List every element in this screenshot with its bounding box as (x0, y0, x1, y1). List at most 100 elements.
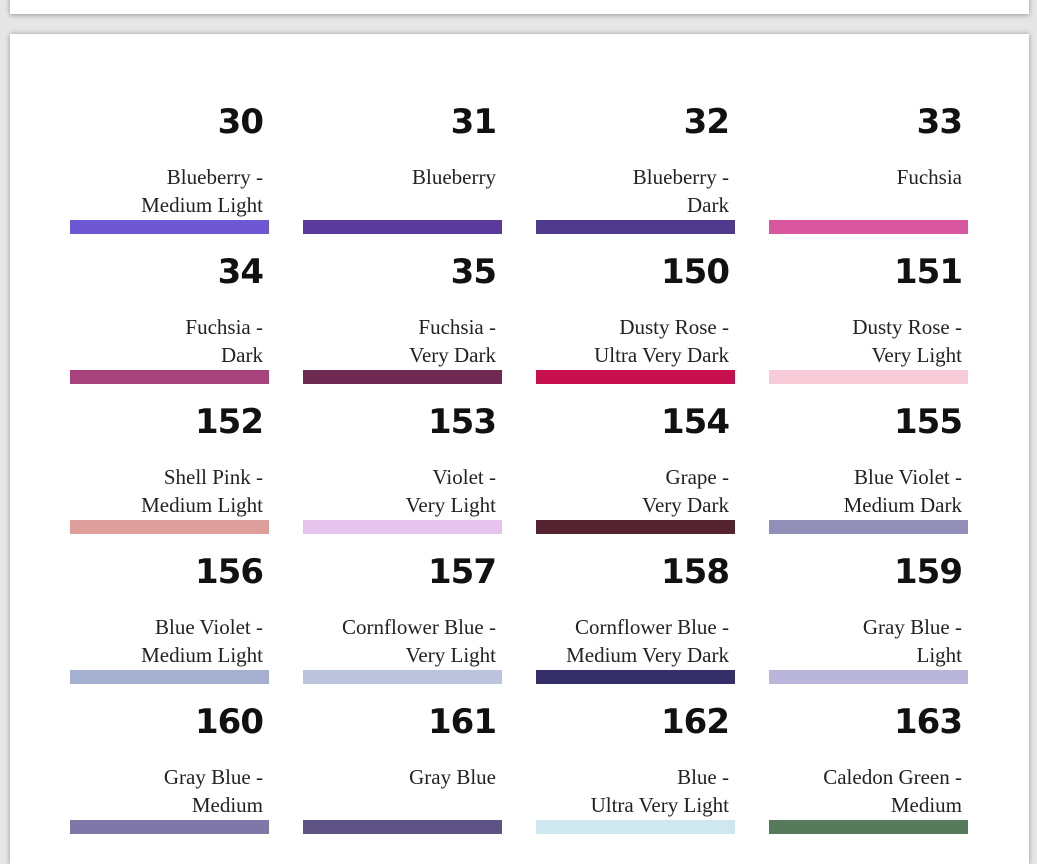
swatch-card: 162 Blue - Ultra Very Light (534, 702, 735, 856)
color-swatch (303, 670, 502, 684)
page: 30 Blueberry - Medium Light 31 Blueberry 32… (10, 34, 1029, 864)
swatch-name-line2: Ultra Very Light (590, 793, 729, 817)
swatch-name-line2: Ultra Very Dark (594, 343, 729, 367)
swatch-number: 162 (661, 702, 730, 742)
swatch-number: 160 (195, 702, 264, 742)
swatch-name: Blue Violet - Medium Dark (767, 463, 962, 519)
swatch-card: 157 Cornflower Blue - Very Light (301, 552, 502, 706)
swatch-number: 151 (894, 252, 963, 292)
swatch-name-line2: Medium Light (141, 643, 263, 667)
color-swatch (303, 220, 502, 234)
swatch-name-line1: Blueberry - (166, 165, 263, 189)
swatch-name-line1: Blueberry (412, 165, 496, 189)
swatch-name-line1: Cornflower Blue - (575, 615, 729, 639)
swatch-name-line2: Very Light (405, 643, 496, 667)
swatch-name-line1: Dusty Rose - (619, 315, 729, 339)
swatch-number: 157 (428, 552, 497, 592)
swatch-grid: 30 Blueberry - Medium Light 31 Blueberry 32… (68, 102, 968, 856)
swatch-card: 153 Violet - Very Light (301, 402, 502, 556)
swatch-name: Dusty Rose - Ultra Very Dark (534, 313, 729, 369)
swatch-card: 160 Gray Blue - Medium (68, 702, 269, 856)
swatch-card: 30 Blueberry - Medium Light (68, 102, 269, 256)
swatch-name-line2: Dark (687, 193, 729, 217)
swatch-name-line2: Medium Light (141, 193, 263, 217)
swatch-name: Fuchsia (767, 163, 962, 191)
swatch-number: 158 (661, 552, 730, 592)
swatch-number: 33 (916, 102, 963, 142)
swatch-name-line2: Medium Dark (843, 493, 962, 517)
swatch-name-line1: Fuchsia - (418, 315, 496, 339)
swatch-number: 154 (661, 402, 730, 442)
swatch-name-line2: Very Light (871, 343, 962, 367)
swatch-card: 152 Shell Pink - Medium Light (68, 402, 269, 556)
swatch-name: Caledon Green - Medium (767, 763, 962, 819)
swatch-name-line1: Grape - (665, 465, 729, 489)
swatch-number: 153 (428, 402, 497, 442)
color-swatch (70, 520, 269, 534)
swatch-name-line1: Fuchsia (896, 165, 962, 189)
color-swatch (70, 820, 269, 834)
swatch-name-line1: Gray Blue - (862, 615, 962, 639)
swatch-name: Blue Violet - Medium Light (68, 613, 263, 669)
color-swatch (303, 820, 502, 834)
swatch-name-line1: Dusty Rose - (852, 315, 962, 339)
swatch-card: 154 Grape - Very Dark (534, 402, 735, 556)
color-swatch (769, 520, 968, 534)
swatch-number: 156 (195, 552, 264, 592)
swatch-number: 150 (661, 252, 730, 292)
color-swatch (769, 820, 968, 834)
swatch-name: Cornflower Blue - Medium Very Dark (534, 613, 729, 669)
swatch-card: 34 Fuchsia - Dark (68, 252, 269, 406)
swatch-name-line1: Gray Blue (409, 765, 496, 789)
color-swatch (769, 370, 968, 384)
swatch-name: Shell Pink - Medium Light (68, 463, 263, 519)
swatch-card: 158 Cornflower Blue - Medium Very Dark (534, 552, 735, 706)
swatch-name-line2: Medium (890, 793, 962, 817)
color-swatch (303, 520, 502, 534)
swatch-card: 33 Fuchsia (767, 102, 968, 256)
swatch-card: 155 Blue Violet - Medium Dark (767, 402, 968, 556)
swatch-name-line2: Light (916, 643, 963, 667)
swatch-number: 161 (428, 702, 497, 742)
swatch-name-line1: Blue - (677, 765, 729, 789)
swatch-name-line1: Blue Violet - (853, 465, 962, 489)
color-swatch (769, 220, 968, 234)
swatch-card: 31 Blueberry (301, 102, 502, 256)
color-swatch (70, 670, 269, 684)
swatch-name: Gray Blue - Medium (68, 763, 263, 819)
swatch-name-line2: Very Light (405, 493, 496, 517)
swatch-card: 161 Gray Blue (303, 702, 502, 856)
swatch-name-line2: Very Dark (409, 343, 496, 367)
swatch-name: Dusty Rose - Very Light (767, 313, 962, 369)
swatch-name: Grape - Very Dark (534, 463, 729, 519)
swatch-name-line2: Very Dark (642, 493, 729, 517)
swatch-name-line2: Dark (221, 343, 263, 367)
swatch-name-line2: Medium Very Dark (566, 643, 729, 667)
color-swatch (769, 670, 968, 684)
swatch-name-line1: Fuchsia - (185, 315, 263, 339)
swatch-name-line1: Gray Blue - (163, 765, 263, 789)
color-swatch (303, 370, 502, 384)
swatch-card: 156 Blue Violet - Medium Light (68, 552, 269, 706)
swatch-name: Blue - Ultra Very Light (534, 763, 729, 819)
swatch-number: 30 (217, 102, 264, 142)
color-swatch (536, 220, 735, 234)
swatch-name: Blueberry - Medium Light (68, 163, 263, 219)
swatch-name-line2: Medium (191, 793, 263, 817)
swatch-number: 31 (450, 102, 497, 142)
color-swatch (536, 370, 735, 384)
swatch-number: 34 (217, 252, 264, 292)
swatch-name-line1: Blue Violet - (154, 615, 263, 639)
swatch-name: Cornflower Blue - Very Light (301, 613, 496, 669)
swatch-name-line1: Violet - (432, 465, 496, 489)
swatch-name-line1: Cornflower Blue - (342, 615, 496, 639)
swatch-name-line1: Blueberry - (632, 165, 729, 189)
color-swatch (536, 820, 735, 834)
swatch-name: Violet - Very Light (301, 463, 496, 519)
swatch-number: 152 (195, 402, 264, 442)
swatch-number: 159 (894, 552, 963, 592)
swatch-card: 151 Dusty Rose - Very Light (767, 252, 968, 406)
swatch-name: Fuchsia - Dark (68, 313, 263, 369)
swatch-name: Blueberry (301, 163, 496, 191)
color-swatch (70, 370, 269, 384)
